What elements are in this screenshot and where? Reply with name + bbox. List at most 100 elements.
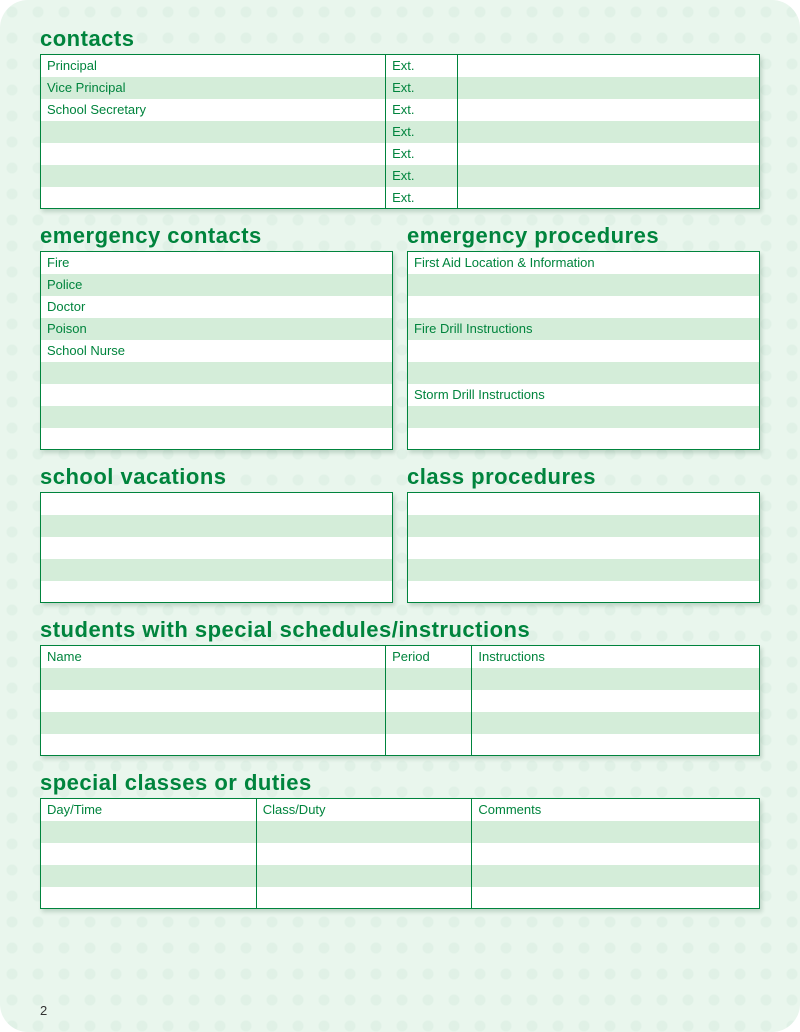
contact-ext-label: Ext.: [386, 121, 458, 143]
th-daytime: Day/Time: [41, 799, 257, 821]
ec-cell[interactable]: [41, 362, 393, 384]
table-row: [408, 274, 760, 296]
ss-instr[interactable]: [472, 690, 760, 712]
sv-cell[interactable]: [41, 559, 393, 581]
table-row: Ext.: [41, 187, 760, 209]
ec-cell[interactable]: [41, 428, 393, 450]
table-row: [41, 515, 393, 537]
contact-ext-label: Ext.: [386, 55, 458, 77]
ep-cell[interactable]: [408, 362, 760, 384]
ss-instr[interactable]: [472, 734, 760, 756]
ss-name[interactable]: [41, 712, 386, 734]
contact-role[interactable]: [41, 165, 386, 187]
table-row: Vice PrincipalExt.: [41, 77, 760, 99]
contact-value[interactable]: [458, 99, 760, 121]
sv-cell[interactable]: [41, 515, 393, 537]
table-row: [41, 581, 393, 603]
sc-comments[interactable]: [472, 865, 760, 887]
cp-cell[interactable]: [408, 581, 760, 603]
contact-ext-label: Ext.: [386, 99, 458, 121]
table-row: Storm Drill Instructions: [408, 384, 760, 406]
cp-cell[interactable]: [408, 537, 760, 559]
sc-comments[interactable]: [472, 821, 760, 843]
sc-daytime[interactable]: [41, 887, 257, 909]
ec-cell[interactable]: [41, 406, 393, 428]
ec-cell[interactable]: [41, 384, 393, 406]
table-row: [41, 843, 760, 865]
contact-value[interactable]: [458, 165, 760, 187]
ss-period[interactable]: [386, 712, 472, 734]
table-row: Fire Drill Instructions: [408, 318, 760, 340]
table-row: Fire: [41, 252, 393, 274]
ss-name[interactable]: [41, 734, 386, 756]
table-row: Poison: [41, 318, 393, 340]
contact-role[interactable]: [41, 143, 386, 165]
emergency-contacts-title: emergency contacts: [40, 223, 393, 249]
table-row: [41, 406, 393, 428]
special-classes-title: special classes or duties: [40, 770, 760, 796]
ss-period[interactable]: [386, 734, 472, 756]
table-row: Ext.: [41, 143, 760, 165]
ec-cell: Doctor: [41, 296, 393, 318]
ep-cell[interactable]: [408, 406, 760, 428]
sc-classduty[interactable]: [256, 865, 472, 887]
sc-comments[interactable]: [472, 843, 760, 865]
sc-daytime[interactable]: [41, 843, 257, 865]
school-vacations-table: [40, 492, 393, 603]
table-row: [41, 493, 393, 515]
emergency-procedures-table: First Aid Location & Information Fire Dr…: [407, 251, 760, 450]
sc-classduty[interactable]: [256, 887, 472, 909]
table-row: [408, 406, 760, 428]
table-row: [408, 340, 760, 362]
ep-cell[interactable]: [408, 428, 760, 450]
table-row: [41, 712, 760, 734]
sv-cell[interactable]: [41, 581, 393, 603]
ss-name[interactable]: [41, 690, 386, 712]
ep-cell: Storm Drill Instructions: [408, 384, 760, 406]
table-row: [41, 690, 760, 712]
sv-cell[interactable]: [41, 537, 393, 559]
table-row: PrincipalExt.: [41, 55, 760, 77]
contact-ext-label: Ext.: [386, 165, 458, 187]
class-procedures-table: [407, 492, 760, 603]
ep-cell[interactable]: [408, 296, 760, 318]
sc-daytime[interactable]: [41, 821, 257, 843]
table-row: [408, 559, 760, 581]
table-row: Ext.: [41, 121, 760, 143]
ep-cell[interactable]: [408, 340, 760, 362]
ss-instr[interactable]: [472, 668, 760, 690]
ep-cell[interactable]: [408, 274, 760, 296]
ss-period[interactable]: [386, 668, 472, 690]
table-row: [41, 887, 760, 909]
table-row: First Aid Location & Information: [408, 252, 760, 274]
cp-cell[interactable]: [408, 515, 760, 537]
contact-role[interactable]: [41, 121, 386, 143]
contact-value[interactable]: [458, 121, 760, 143]
contact-value[interactable]: [458, 77, 760, 99]
sc-daytime[interactable]: [41, 865, 257, 887]
ep-cell: Fire Drill Instructions: [408, 318, 760, 340]
cp-cell[interactable]: [408, 493, 760, 515]
sc-classduty[interactable]: [256, 821, 472, 843]
contact-value[interactable]: [458, 143, 760, 165]
table-row: [408, 296, 760, 318]
cp-cell[interactable]: [408, 559, 760, 581]
ss-period[interactable]: [386, 690, 472, 712]
sv-cell[interactable]: [41, 493, 393, 515]
table-row: [41, 428, 393, 450]
table-header-row: Day/Time Class/Duty Comments: [41, 799, 760, 821]
ec-cell: Police: [41, 274, 393, 296]
ss-name[interactable]: [41, 668, 386, 690]
contact-value[interactable]: [458, 55, 760, 77]
sc-classduty[interactable]: [256, 843, 472, 865]
contact-role[interactable]: [41, 187, 386, 209]
contact-value[interactable]: [458, 187, 760, 209]
table-row: [41, 668, 760, 690]
students-special-table: Name Period Instructions: [40, 645, 760, 756]
sc-comments[interactable]: [472, 887, 760, 909]
ss-instr[interactable]: [472, 712, 760, 734]
table-row: [408, 515, 760, 537]
contact-ext-label: Ext.: [386, 77, 458, 99]
emergency-contacts-table: Fire Police Doctor Poison School Nurse: [40, 251, 393, 450]
table-row: [41, 865, 760, 887]
